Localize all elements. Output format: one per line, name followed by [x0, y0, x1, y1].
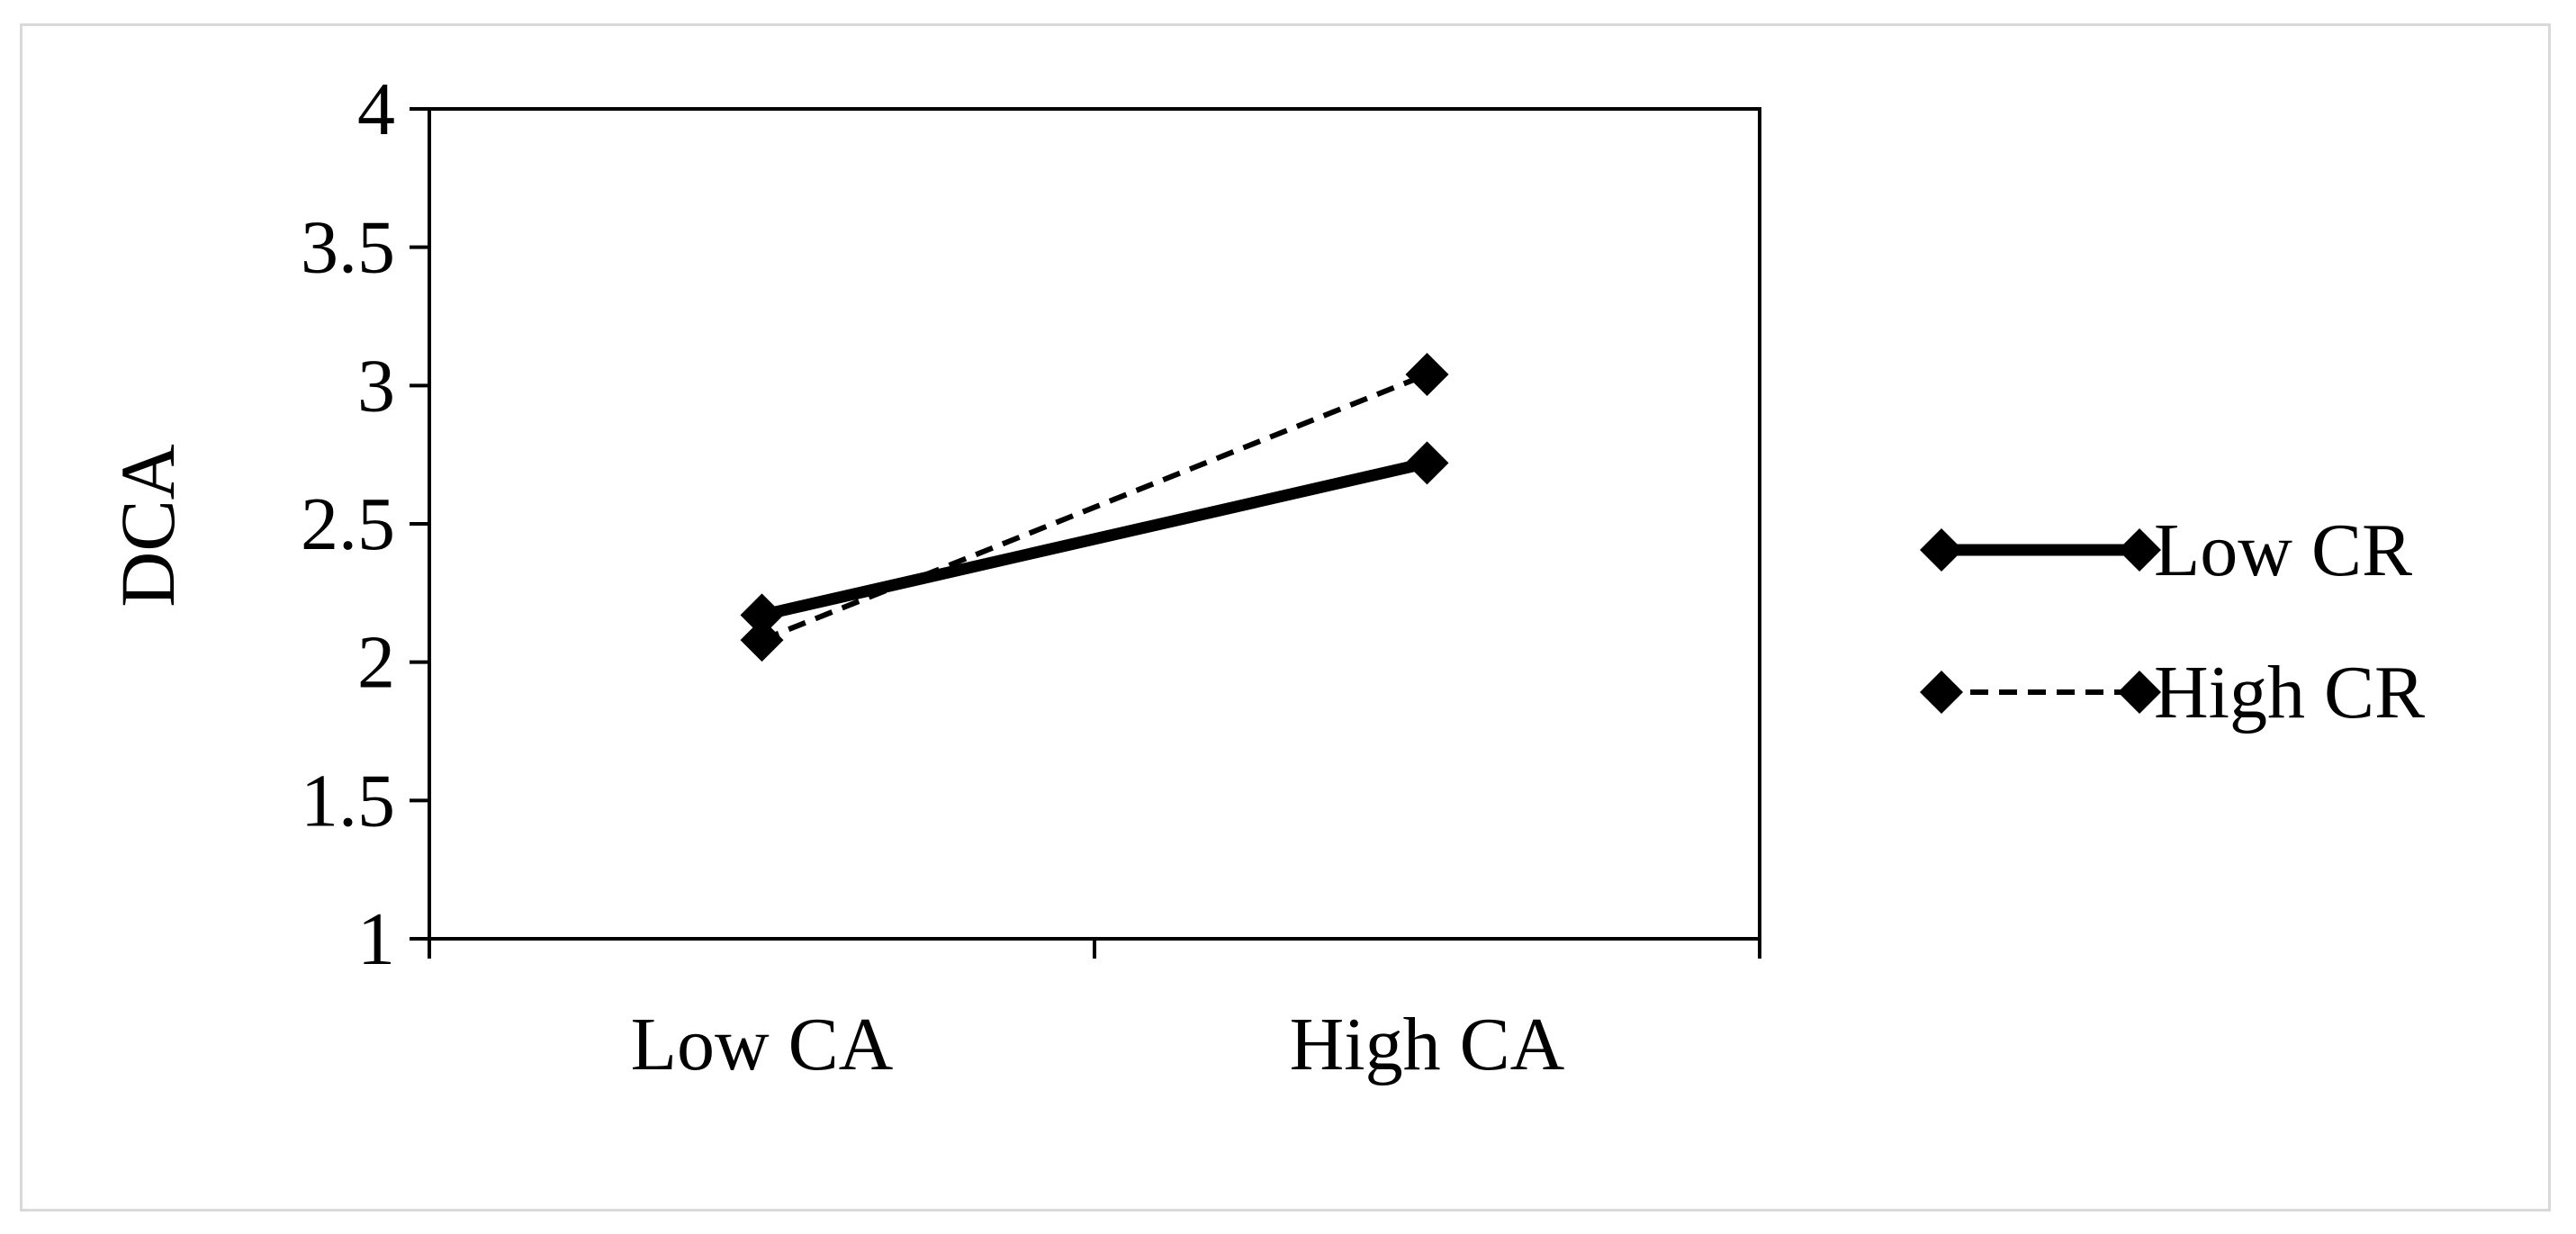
- data-point-marker: [1405, 441, 1449, 485]
- y-tick-label: 3.5: [301, 206, 395, 290]
- series-line: [761, 372, 1428, 643]
- legend-item: High CR: [1920, 651, 2425, 734]
- legend-marker: [2118, 528, 2161, 572]
- y-tick-label: 1.5: [301, 759, 395, 842]
- y-tick-label: 1: [357, 897, 395, 981]
- legend-label: High CR: [2154, 651, 2425, 734]
- legend-marker: [1920, 671, 1963, 714]
- data-point-marker: [740, 618, 784, 662]
- plot-area: [428, 107, 1761, 941]
- x-axis-ticks: Low CA High CA: [428, 939, 1761, 1086]
- legend: Low CR High CR: [1920, 509, 2425, 734]
- legend-item: Low CR: [1920, 509, 2412, 592]
- x-category-label: Low CA: [631, 1003, 894, 1086]
- series-high-cr: [740, 353, 1449, 662]
- legend-marker: [1920, 528, 1963, 572]
- plot-border: [428, 107, 1761, 941]
- legend-label: Low CR: [2154, 509, 2412, 592]
- x-category-label: High CA: [1290, 1003, 1565, 1086]
- y-tick-label: 2.5: [301, 482, 395, 566]
- y-tick-label: 4: [357, 68, 395, 151]
- series-line: [761, 457, 1428, 621]
- y-tick-label: 3: [357, 344, 395, 428]
- data-point-marker: [1405, 353, 1449, 397]
- chart-frame: 1 1.5 2 2.5 3 3.5 4 Low CA High CA DCA Low CR Hi…: [20, 23, 2551, 1211]
- legend-marker: [2118, 671, 2161, 714]
- y-axis-ticks: 1 1.5 2 2.5 3 3.5 4: [301, 68, 429, 981]
- data-point-marker: [740, 593, 784, 637]
- series-low-cr: [740, 441, 1449, 637]
- line-chart: 1 1.5 2 2.5 3 3.5 4 Low CA High CA DCA Low CR Hi…: [104, 68, 2425, 1086]
- y-tick-label: 2: [357, 621, 395, 705]
- series-layer: [740, 353, 1449, 662]
- y-axis-title: DCA: [104, 444, 191, 608]
